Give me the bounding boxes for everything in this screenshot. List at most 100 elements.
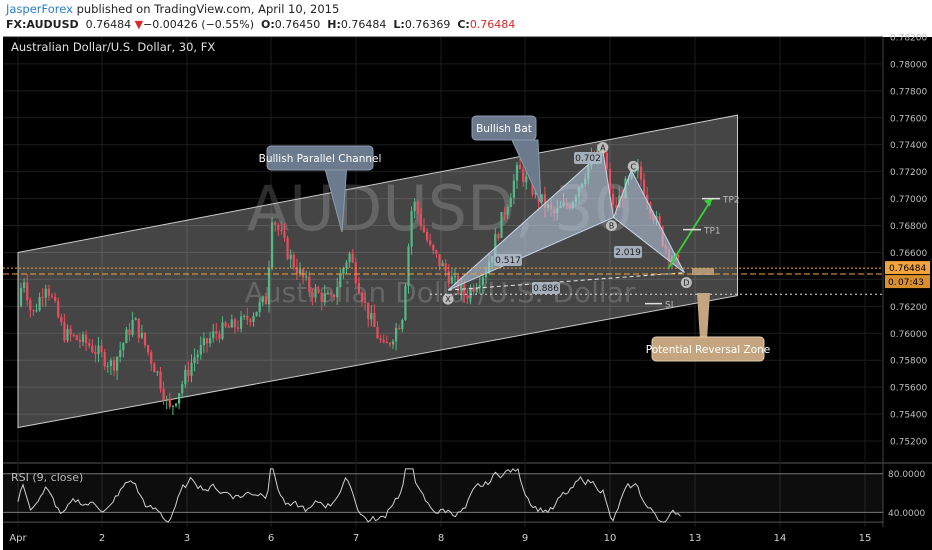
candle-body (497, 234, 500, 238)
open-label: O: (261, 18, 275, 31)
candle-body (29, 300, 32, 311)
candle-body (150, 352, 153, 364)
candle-body (261, 296, 264, 303)
candle-body (236, 327, 240, 329)
pattern-point-label: B (609, 221, 615, 230)
candle-body (351, 253, 354, 263)
candle-body (184, 369, 187, 385)
symbol-label: FX:AUDUSD (6, 18, 79, 31)
candle-body (32, 310, 35, 312)
candle-body (54, 296, 57, 301)
bat-callout-box (471, 115, 537, 141)
candle-body (205, 338, 209, 344)
candle-body (38, 297, 41, 311)
close-value: 0.76484 (469, 18, 516, 31)
candle-body (658, 216, 661, 227)
candle-body (333, 294, 336, 298)
candle-body (360, 293, 364, 302)
candle-body (57, 300, 60, 318)
channel-callout-box (266, 145, 374, 171)
countdown-tag: 07:43 (898, 278, 924, 288)
candle-body (249, 319, 252, 322)
pattern-point-marker (442, 293, 454, 305)
candle-body (41, 297, 44, 299)
time-tick-label: 9 (522, 533, 528, 544)
candle-body (432, 244, 435, 251)
candle-body (100, 345, 103, 352)
bat-pattern-bcd[interactable] (612, 169, 685, 274)
candle-body (187, 369, 190, 376)
candle-body (342, 268, 345, 275)
last-price-tag: 0.76484 (889, 264, 926, 274)
candle-body (435, 250, 438, 255)
candle-body (131, 319, 134, 335)
prz-box[interactable] (692, 268, 714, 276)
time-axis-background (3, 527, 932, 550)
candle-body (373, 313, 376, 327)
candle-body (401, 319, 404, 330)
candle-body (286, 237, 289, 260)
candle-body (298, 269, 302, 275)
pattern-point-marker (680, 277, 692, 289)
candle-body (475, 287, 478, 292)
pattern-point-label: A (600, 143, 606, 152)
candle-body (410, 211, 413, 247)
candle-body (243, 315, 246, 317)
candle-body (407, 246, 410, 286)
candle-body (116, 356, 119, 371)
candle-body (540, 194, 543, 202)
bat-pattern-xab[interactable] (447, 150, 615, 291)
pattern-point-label: D (683, 279, 689, 288)
candle-body (271, 222, 274, 268)
candle-body (509, 197, 512, 207)
candle-body (202, 338, 205, 346)
candle-body (416, 201, 419, 215)
candle-body (23, 282, 26, 289)
candle-body (212, 331, 215, 339)
time-tick-label: Apr (9, 533, 27, 544)
candle-body (72, 334, 75, 336)
time-tick-label: 13 (689, 533, 702, 544)
candle-body (140, 332, 143, 338)
ratio-tag-text: 0.517 (495, 256, 521, 266)
candle-body (292, 254, 295, 268)
publisher-link[interactable]: JasperForex (6, 2, 73, 16)
ratio-tag-text: 2.019 (615, 248, 641, 258)
candle-body (308, 276, 311, 292)
candle-body (302, 269, 305, 278)
countdown-prefix: 0. (888, 278, 897, 288)
time-tick-label: 6 (268, 533, 274, 544)
pattern-point-label: C (630, 162, 636, 171)
candle-body (419, 214, 422, 227)
candle-body (178, 393, 181, 404)
candle-body (426, 231, 429, 241)
candle-body (50, 295, 54, 297)
time-tick-label: 14 (774, 533, 787, 544)
candle-body (137, 318, 140, 338)
candle-body (258, 302, 261, 312)
candle-body (193, 357, 196, 363)
candle-body (255, 311, 258, 317)
ratio-tag-box (614, 246, 642, 258)
candle-body (168, 398, 171, 407)
ratio-tag-box (532, 282, 560, 294)
prz-callout-box[interactable] (651, 336, 765, 362)
candle-body (69, 328, 72, 335)
candle-body (503, 212, 506, 215)
price-tick-label: 0.77400 (890, 141, 927, 151)
candle-body (97, 345, 100, 355)
candle-body (106, 365, 109, 367)
channel-callout[interactable]: Bullish Parallel Channel (259, 145, 382, 233)
published-text: published on TradingView.com, April 10, … (76, 2, 340, 16)
candle-body (311, 291, 314, 298)
chart-canvas[interactable]: AUDUSD, 30 Australian Dollar/U.S. Dollar… (0, 34, 932, 550)
down-arrow-icon: ▼ (134, 18, 144, 31)
pattern-point-label: X (445, 295, 451, 304)
candle-body (66, 328, 69, 341)
candle-body (63, 322, 66, 341)
last-price-tag-box (885, 261, 930, 275)
candle-body (447, 271, 450, 284)
candle-body (60, 317, 63, 323)
candle-body (26, 282, 29, 301)
candle-body (438, 254, 441, 267)
